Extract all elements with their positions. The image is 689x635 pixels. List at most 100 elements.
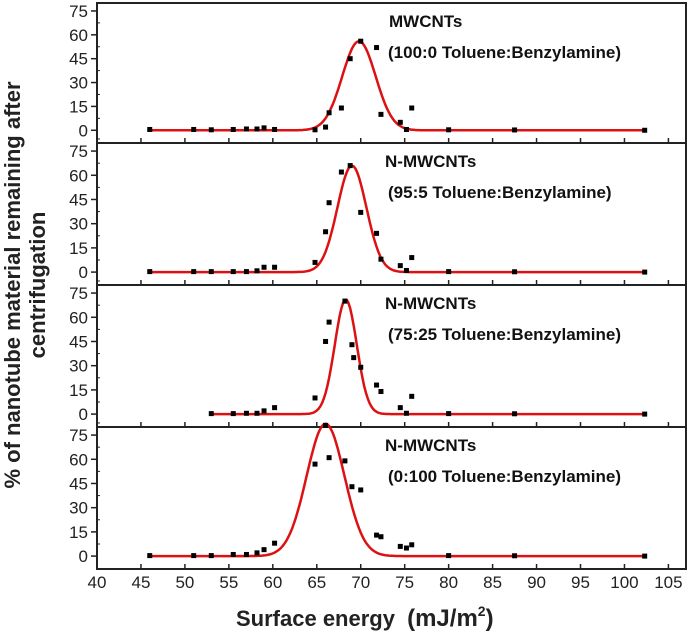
- data-point: [243, 126, 249, 132]
- x-tick-label: 80: [439, 573, 458, 592]
- x-tick-label: 55: [219, 573, 238, 592]
- data-point: [208, 411, 214, 417]
- y-tick-label: 0: [79, 263, 88, 282]
- data-point: [338, 169, 344, 175]
- x-axis-title: Surface energy (mJ/m2): [236, 603, 494, 632]
- x-tick-label: 105: [654, 573, 682, 592]
- x-tick-label: 75: [395, 573, 414, 592]
- panel-1: 0 15 30 45 60 75 MWCNTs (100:0 Toluene:Benzylam…: [69, 2, 687, 144]
- data-point: [326, 110, 332, 116]
- data-point: [261, 264, 267, 270]
- data-point: [338, 105, 344, 111]
- data-point: [254, 126, 260, 132]
- data-point: [326, 455, 332, 461]
- panel-label-subtitle: (95:5 Toluene:Benzylamine): [388, 183, 612, 202]
- data-point: [446, 411, 452, 417]
- data-point: [351, 355, 357, 361]
- data-point: [358, 364, 364, 370]
- data-point: [446, 553, 452, 559]
- data-point: [272, 405, 278, 411]
- data-point: [358, 38, 364, 44]
- data-point: [208, 553, 214, 559]
- x-tick-label: 40: [88, 573, 107, 592]
- data-point: [446, 127, 452, 133]
- x-tick-label: 100: [610, 573, 638, 592]
- data-point: [323, 229, 329, 235]
- data-point: [403, 126, 409, 132]
- panel-2: 0 15 30 45 60 75 N-MWCNTs (95:5 Toluene:Benzyla…: [69, 138, 687, 286]
- data-point: [512, 553, 518, 559]
- data-point: [326, 200, 332, 206]
- data-point: [349, 484, 355, 490]
- data-point: [254, 268, 260, 274]
- data-point: [512, 127, 518, 133]
- panel-frame: [96, 426, 687, 570]
- panel-label-subtitle: (100:0 Toluene:Benzylamine): [388, 43, 621, 62]
- data-point: [272, 540, 278, 546]
- y-tick-label: 75: [69, 284, 88, 303]
- data-point: [208, 269, 214, 275]
- data-point: [397, 119, 403, 125]
- data-point: [191, 269, 197, 275]
- data-point: [403, 545, 409, 551]
- x-tick-label: 70: [351, 573, 370, 592]
- data-point: [403, 267, 409, 273]
- data-point: [243, 410, 249, 416]
- y-tick-label: 0: [79, 405, 88, 424]
- data-point: [208, 127, 214, 133]
- data-point: [254, 410, 260, 416]
- y-tick-label: 15: [69, 381, 88, 400]
- data-point: [261, 408, 267, 414]
- data-point: [147, 126, 153, 132]
- data-point: [347, 163, 353, 169]
- y-tick-label: 45: [69, 332, 88, 351]
- data-point: [446, 269, 452, 275]
- y-axis-title-line1: % of nanotube material remaining after: [0, 81, 25, 489]
- y-tick-label: 30: [69, 499, 88, 518]
- y-tick-label: 30: [69, 215, 88, 234]
- data-point: [312, 127, 318, 133]
- y-tick-label: 75: [69, 142, 88, 161]
- x-tick-label: 85: [483, 573, 502, 592]
- data-point: [349, 342, 355, 348]
- data-point: [230, 411, 236, 417]
- data-point: [397, 263, 403, 269]
- y-tick-label: 15: [69, 97, 88, 116]
- y-tick-label: 15: [69, 239, 88, 258]
- data-point: [512, 411, 518, 417]
- data-point: [409, 542, 415, 548]
- data-point: [642, 411, 648, 417]
- data-point: [358, 209, 364, 215]
- data-point: [378, 389, 384, 394]
- data-point: [312, 395, 318, 401]
- data-point: [358, 487, 364, 493]
- panel-label-subtitle: (0:100 Toluene:Benzylamine): [388, 467, 621, 486]
- data-point: [254, 550, 260, 556]
- y-tick-label: 60: [69, 308, 88, 327]
- data-point: [230, 269, 236, 275]
- x-tick-label: 60: [263, 573, 282, 592]
- data-point: [642, 127, 648, 133]
- data-point: [230, 126, 236, 132]
- fit-curve: [211, 298, 644, 416]
- y-tick-label: 45: [69, 50, 88, 69]
- x-tick-label: 95: [571, 573, 590, 592]
- y-tick-label: 15: [69, 523, 88, 542]
- data-point: [243, 269, 249, 275]
- panels: 0 15 30 45 60 75 MWCNTs (100:0 Toluene:Benzylam…: [69, 2, 687, 570]
- y-tick-label: 45: [69, 474, 88, 493]
- data-point: [397, 405, 403, 411]
- x-tick-label: 50: [175, 573, 194, 592]
- data-point: [397, 543, 403, 549]
- y-tick-label: 60: [69, 26, 88, 45]
- data-point: [378, 111, 384, 117]
- panel-label-title: N-MWCNTs: [385, 152, 476, 171]
- data-point: [323, 422, 329, 428]
- data-point: [272, 126, 278, 132]
- data-point: [272, 264, 278, 270]
- x-tick-label: 65: [307, 573, 326, 592]
- panel-label-subtitle: (75:25 Toluene:Benzylamine): [388, 325, 621, 344]
- data-point: [312, 461, 318, 467]
- data-point: [378, 534, 384, 540]
